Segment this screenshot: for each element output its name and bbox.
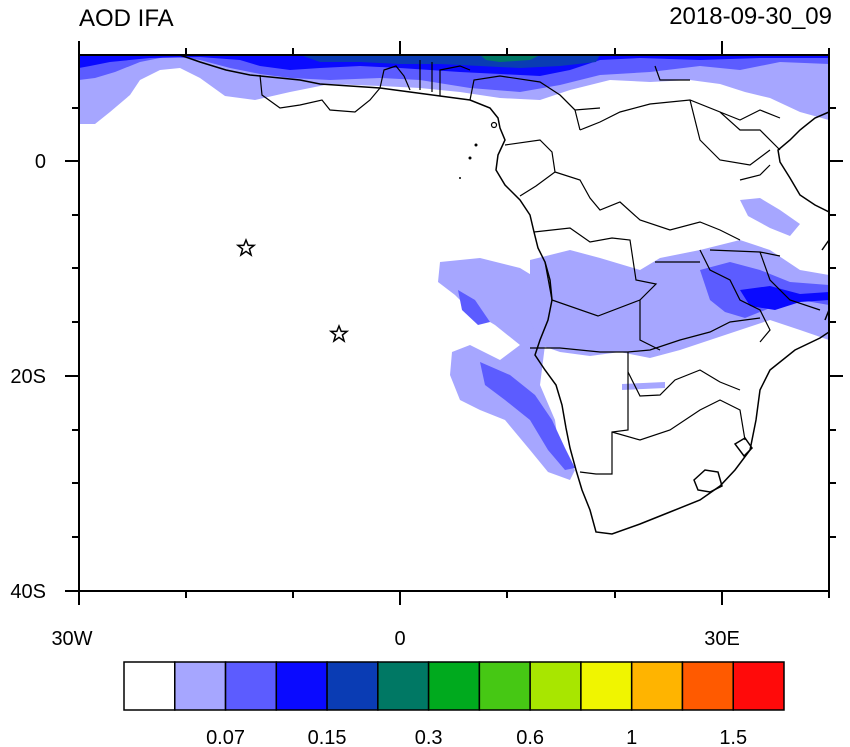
colorbar-swatch bbox=[732, 661, 785, 711]
country-borders bbox=[259, 60, 821, 475]
y-tick-20s: 20S bbox=[10, 366, 46, 388]
aod-shading-offshore-medium-2 bbox=[458, 290, 490, 325]
colorbar-label: 1 bbox=[626, 727, 637, 747]
colorbar-swatch bbox=[529, 661, 582, 711]
aod-shading-offshore-medium bbox=[480, 362, 575, 470]
tick-marks bbox=[65, 41, 843, 605]
x-tick-30e: 30E bbox=[704, 628, 740, 650]
gulf-island-4 bbox=[459, 177, 461, 179]
x-tick-0: 0 bbox=[394, 628, 405, 650]
colorbar-swatch bbox=[275, 661, 328, 711]
inland-enclave bbox=[693, 469, 723, 493]
aod-shading-north-peak bbox=[480, 55, 540, 62]
colorbar-swatch bbox=[630, 661, 684, 711]
aod-shading-north-strong bbox=[79, 55, 829, 76]
colorbar-swatch bbox=[123, 661, 176, 711]
colorbar-labels: 0.07 0.15 0.3 0.6 1 1.5 bbox=[206, 727, 747, 747]
colorbar-swatch bbox=[174, 661, 227, 711]
colorbar-swatch bbox=[681, 661, 734, 711]
colorbar-label: 0.6 bbox=[516, 727, 544, 747]
colorbar-swatch bbox=[478, 661, 531, 711]
east-coastline bbox=[777, 111, 829, 213]
aod-shading-south-patch bbox=[622, 382, 665, 390]
colorbar-label: 0.15 bbox=[308, 727, 347, 747]
colorbar-swatch bbox=[224, 661, 278, 711]
colorbar-swatch bbox=[377, 661, 430, 711]
colorbar-swatch bbox=[326, 661, 379, 711]
colorbar-label: 0.3 bbox=[415, 727, 443, 747]
colorbar bbox=[123, 661, 785, 711]
colorbar-swatch bbox=[580, 661, 633, 711]
gulf-island-2 bbox=[474, 143, 478, 147]
y-tick-40s: 40S bbox=[10, 581, 46, 603]
gulf-island-3 bbox=[468, 156, 472, 160]
inland-enclave-2 bbox=[733, 436, 753, 458]
colorbar-swatch bbox=[427, 661, 481, 711]
marker-star-2 bbox=[328, 324, 350, 343]
aod-shading-interior-strong bbox=[740, 286, 829, 310]
marker-star-1 bbox=[235, 238, 257, 257]
gulf-island-1 bbox=[490, 121, 498, 129]
colorbar-label: 1.5 bbox=[719, 727, 747, 747]
colorbar-label: 0.07 bbox=[206, 727, 245, 747]
aod-shading-east-patches bbox=[740, 198, 800, 236]
title-left: AOD IFA bbox=[79, 5, 174, 32]
x-tick-30w: 30W bbox=[51, 628, 92, 650]
map-area bbox=[79, 55, 829, 591]
y-tick-0: 0 bbox=[35, 151, 46, 173]
title-right: 2018-09-30_09 bbox=[669, 3, 832, 30]
